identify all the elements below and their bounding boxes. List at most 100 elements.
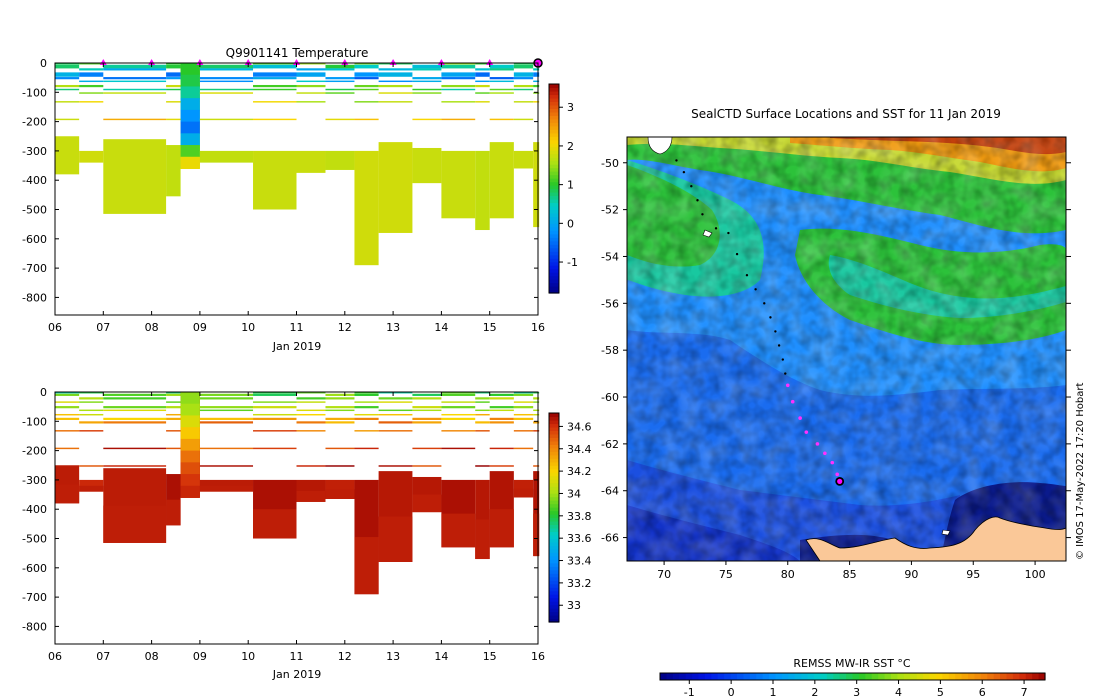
- surface-layer-segment: [378, 465, 413, 467]
- track-point: [682, 170, 686, 174]
- surface-layer-segment: [253, 88, 297, 91]
- temperature-colorbar-swatch: [549, 191, 559, 197]
- surface-layer-segment: [199, 68, 254, 71]
- salinity-colorbar-tick-label: 33.6: [567, 532, 592, 545]
- surface-layer-segment: [513, 101, 534, 103]
- surface-layer-segment: [378, 392, 413, 394]
- temperature-colorbar-swatch: [549, 289, 559, 294]
- surface-layer-segment: [325, 68, 355, 71]
- profile-cell: [199, 150, 254, 163]
- salinity-colorbar-swatch: [549, 541, 559, 546]
- temperature-colorbar-swatch: [549, 195, 559, 200]
- surface-layer-segment: [412, 406, 442, 409]
- lon-tick-label: 75: [719, 568, 733, 581]
- surface-layer-segment: [103, 80, 167, 83]
- temperature-colorbar-swatch: [549, 153, 559, 158]
- sst-colorbar-swatch: [980, 673, 988, 680]
- profile-cell: [79, 150, 104, 163]
- surface-layer-segment: [378, 409, 413, 412]
- surface-layer-segment: [296, 101, 326, 103]
- salinity-colorbar-swatch: [549, 524, 559, 529]
- surface-layer-segment: [103, 88, 167, 91]
- salinity-colorbar-swatch: [549, 520, 559, 526]
- surface-layer-segment: [412, 64, 442, 69]
- salinity-colorbar-tick-label: 33.2: [567, 577, 592, 590]
- surface-layer-segment: [325, 409, 355, 412]
- sst-colorbar-swatch: [672, 673, 680, 680]
- surface-layer-segment: [253, 413, 297, 416]
- surface-layer-segment: [378, 80, 413, 83]
- profile-cell: [79, 485, 104, 492]
- surface-layer-segment: [296, 63, 326, 65]
- x-tick-label: 16: [531, 650, 545, 663]
- surface-layer-segment: [354, 393, 379, 396]
- temperature-colorbar-swatch: [549, 279, 559, 284]
- temperature-colorbar: 3 2 1 0 -1: [548, 83, 578, 294]
- temperature-x-ticks: 06 07 08 09 10 11 12 13 14 15 16: [48, 63, 545, 334]
- surface-layer-segment: [412, 421, 442, 424]
- sst-colorbar-swatch: [692, 673, 700, 680]
- temperature-colorbar-swatch: [549, 164, 559, 169]
- sst-colorbar-swatch: [1038, 673, 1046, 680]
- temperature-colorbar-swatch: [549, 101, 559, 106]
- salinity-colorbar-swatch: [549, 493, 559, 498]
- surface-layer-segment: [199, 397, 254, 400]
- salinity-colorbar-swatch: [549, 468, 559, 473]
- salinity-colorbar-swatch: [549, 451, 559, 456]
- surface-layer-segment: [489, 80, 514, 83]
- surface-layer-segment: [441, 393, 476, 396]
- x-tick-label: 10: [241, 650, 255, 663]
- surface-layer-segment: [533, 92, 540, 94]
- surface-layer-segment: [103, 409, 167, 412]
- temperature-colorbar-swatch: [549, 157, 559, 162]
- temperature-colorbar-swatch: [549, 233, 559, 238]
- surface-layer-segment: [441, 430, 476, 432]
- temperature-colorbar-swatch: [549, 146, 559, 151]
- sst-map-panel: SealCTD Surface Locations and SST for 11…: [601, 107, 1086, 699]
- sst-colorbar-label: REMSS MW-IR SST °C: [793, 657, 911, 670]
- lat-tick-label: -56: [601, 297, 619, 310]
- surface-layer-segment: [296, 413, 326, 416]
- temperature-colorbar-swatch: [549, 282, 559, 287]
- sst-colorbar-swatch: [961, 673, 969, 680]
- surface-layer-segment: [533, 80, 540, 83]
- surface-layer-segment: [412, 88, 442, 91]
- temperature-colorbar-swatch: [549, 125, 559, 130]
- temperature-colorbar-swatch: [549, 115, 559, 120]
- temperature-colorbar-swatch: [549, 167, 559, 172]
- surface-layer-segment: [489, 447, 514, 450]
- surface-layer-segment: [378, 397, 413, 400]
- sst-colorbar-swatch: [737, 673, 745, 680]
- surface-layer-segment: [441, 84, 476, 88]
- profile-cell: [55, 484, 80, 504]
- temperature-y-ticks: 0 -100 -200 -300 -400 -500 -600 -700 -800: [22, 57, 538, 304]
- temperature-colorbar-swatch: [549, 272, 559, 277]
- surface-layer-segment: [166, 72, 181, 77]
- surface-layer-segment: [354, 77, 379, 80]
- track-point: [798, 416, 802, 420]
- sst-colorbar-tick-label: 0: [728, 686, 735, 699]
- temperature-colorbar-swatch: [549, 84, 559, 89]
- surface-layer-segment: [412, 397, 442, 400]
- surface-layer-segment: [475, 80, 490, 83]
- surface-layer-segment: [441, 72, 476, 77]
- surface-layer-segment: [513, 88, 534, 91]
- track-point: [784, 372, 787, 375]
- x-tick-label: 08: [145, 321, 159, 334]
- surface-layer-segment: [475, 84, 490, 88]
- salinity-colorbar-swatch: [549, 465, 559, 470]
- track-point: [790, 399, 795, 404]
- temperature-colorbar-tick-label: 1: [567, 179, 574, 192]
- salinity-colorbar-swatch: [549, 580, 559, 585]
- salinity-colorbar-swatch: [549, 538, 559, 543]
- lon-tick-label: 85: [843, 568, 857, 581]
- sst-colorbar-swatch: [846, 673, 854, 680]
- surface-layer-segment: [79, 63, 104, 65]
- sst-colorbar-tick-label: 1: [769, 686, 776, 699]
- surface-layer-segment: [489, 417, 514, 420]
- surface-layer-segment: [475, 63, 490, 65]
- surface-layer-segment: [253, 64, 297, 69]
- salinity-colorbar-swatch: [549, 426, 559, 432]
- x-tick-label: 11: [290, 321, 304, 334]
- surface-layer-segment: [166, 392, 181, 394]
